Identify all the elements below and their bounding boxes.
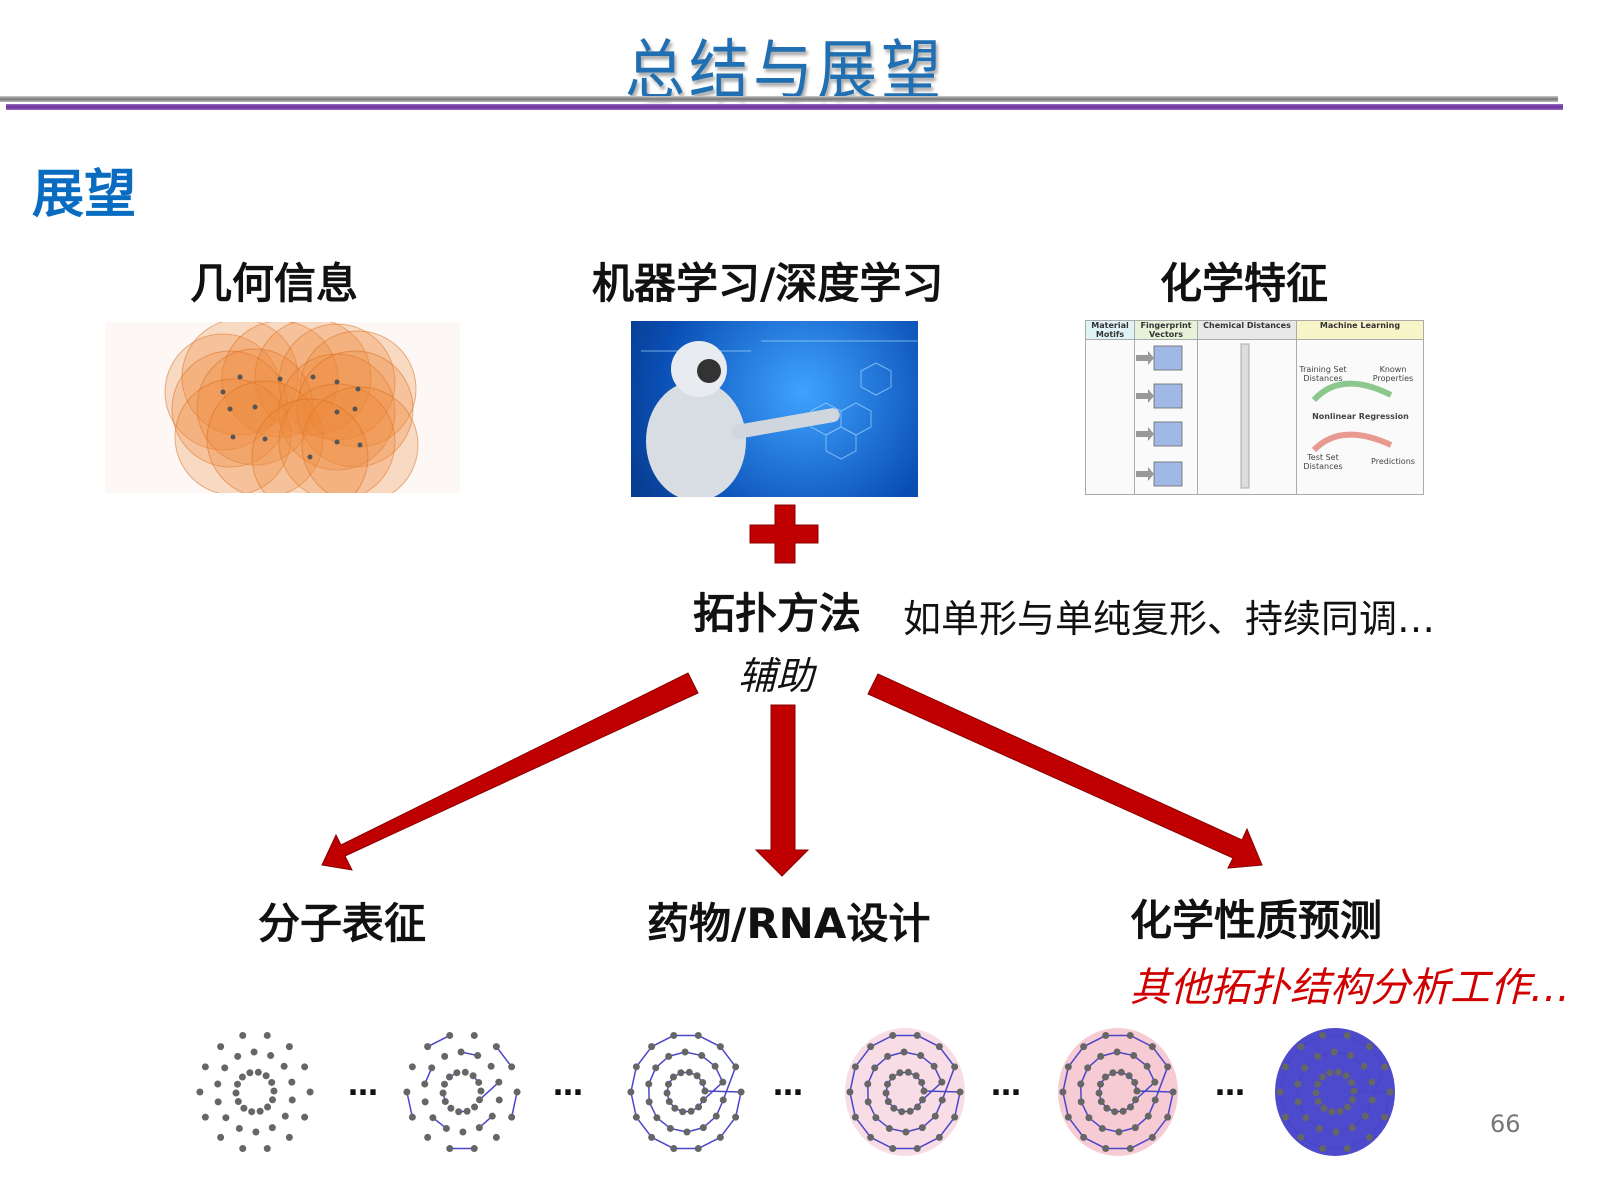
app-property-prediction: 化学性质预测 xyxy=(1130,896,1383,945)
arrow-down xyxy=(754,704,810,877)
section-heading: 展望 xyxy=(32,165,137,225)
ellipsis-3: … xyxy=(773,1068,803,1103)
topology-examples: 如单形与单纯复形、持续同调… xyxy=(903,597,1436,641)
nonlinear-regression-label: Nonlinear Regression xyxy=(1312,412,1409,421)
geometry-circles-image xyxy=(105,318,460,516)
app-molecular-representation: 分子表征 xyxy=(258,899,427,948)
ellipsis-1: … xyxy=(348,1068,378,1103)
geo-point xyxy=(355,386,361,392)
geo-point xyxy=(252,404,258,410)
geo-point xyxy=(262,436,268,442)
geo-point xyxy=(334,409,340,415)
test-set-label: Test Set Distances xyxy=(1303,453,1343,471)
training-set-label: Training Set Distances xyxy=(1299,365,1347,383)
geo-point xyxy=(230,434,236,440)
robot-ml-image xyxy=(631,321,918,497)
col-fingerprint-vectors: Fingerprint Vectors xyxy=(1135,321,1198,340)
other-work-note: 其他拓扑结构分析工作… xyxy=(1130,965,1570,1011)
col-machine-learning: Machine Learning xyxy=(1297,321,1423,340)
geo-point xyxy=(310,374,316,380)
app-drug-rna-design: 药物/RNA设计 xyxy=(647,899,931,948)
geo-point xyxy=(334,439,340,445)
col-chemical-distances: Chemical Distances xyxy=(1198,321,1297,340)
header-ml: 机器学习/深度学习 xyxy=(592,259,944,308)
geo-point xyxy=(352,406,358,412)
geo-point xyxy=(334,379,340,385)
filtration-spheres xyxy=(196,1028,1395,1156)
robot-body xyxy=(646,381,746,497)
title-rule-gray xyxy=(0,96,1558,102)
title-rule-purple xyxy=(6,104,1563,110)
known-properties-label: Known Properties xyxy=(1372,365,1414,383)
geo-point xyxy=(357,442,363,448)
predictions-label: Predictions xyxy=(1371,457,1415,466)
sphere-stage-2 xyxy=(403,1031,521,1153)
col-material-motifs: Material Motifs xyxy=(1086,321,1135,340)
geo-point xyxy=(227,406,233,412)
geo-point xyxy=(237,374,243,380)
header-geometry: 几何信息 xyxy=(190,259,359,308)
sphere-stage-5 xyxy=(1058,1028,1178,1156)
ellipsis-4: … xyxy=(991,1068,1021,1103)
sphere-stage-6 xyxy=(1275,1028,1395,1156)
arrow-right xyxy=(867,673,1263,869)
sphere-stage-4 xyxy=(845,1028,965,1156)
ellipsis-5: … xyxy=(1215,1068,1245,1103)
geo-point xyxy=(307,454,313,460)
geo-point xyxy=(220,389,226,395)
arrow-left xyxy=(321,672,699,871)
page-number: 66 xyxy=(1490,1110,1521,1138)
geo-point xyxy=(277,376,283,382)
header-chem: 化学特征 xyxy=(1160,259,1329,308)
chemical-features-figure: Material Motifs Fingerprint Vectors Chem… xyxy=(1085,320,1424,495)
topology-label: 拓扑方法 xyxy=(693,589,862,638)
sphere-stage-3 xyxy=(627,1031,745,1153)
assist-label: 辅助 xyxy=(738,654,815,698)
sphere-stage-1 xyxy=(196,1031,314,1153)
ellipsis-2: … xyxy=(553,1068,583,1103)
plus-icon xyxy=(749,504,819,564)
